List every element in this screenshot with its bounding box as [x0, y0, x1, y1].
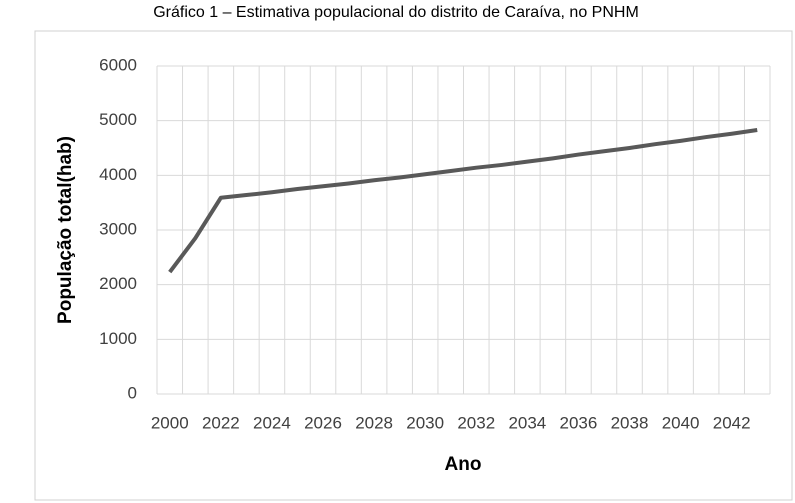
y-tick-label: 1000 [99, 329, 137, 348]
x-tick-label: 2022 [202, 413, 240, 432]
chart-title: Gráfico 1 – Estimativa populacional do d… [153, 4, 639, 21]
x-tick-label: 2036 [560, 413, 598, 432]
y-tick-label: 4000 [99, 165, 137, 184]
x-tick-label: 2040 [662, 413, 700, 432]
x-tick-label: 2030 [406, 413, 444, 432]
data-line [168, 127, 758, 274]
x-tick-label: 2034 [508, 413, 546, 432]
x-tick-label: 2042 [713, 413, 751, 432]
y-tick-label: 2000 [99, 274, 137, 293]
x-tick-label: 2000 [151, 413, 189, 432]
x-tick-label: 2024 [253, 413, 291, 432]
x-tick-label: 2038 [611, 413, 649, 432]
x-axis-title: Ano [445, 454, 482, 475]
y-tick-label: 3000 [99, 219, 137, 238]
y-tick-label: 5000 [99, 110, 137, 129]
x-tick-label: 2026 [304, 413, 342, 432]
y-tick-label: 0 [128, 383, 137, 402]
x-tick-label: 2028 [355, 413, 393, 432]
y-tick-label: 6000 [99, 55, 137, 74]
x-tick-label: 2032 [457, 413, 495, 432]
y-axis-title: População total(hab) [55, 136, 76, 324]
chart-frame [34, 30, 793, 501]
